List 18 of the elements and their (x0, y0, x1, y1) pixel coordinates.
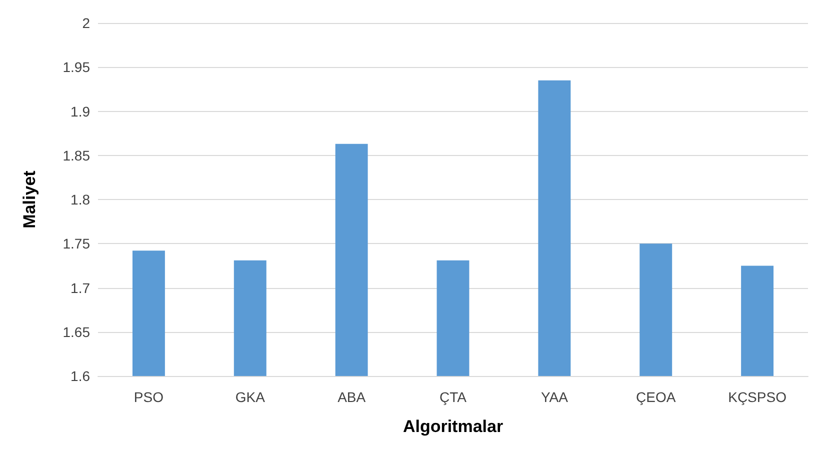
x-tick-label: ABA (338, 389, 366, 405)
y-tick-label: 1.95 (62, 59, 90, 76)
x-tick-label: ÇEOA (636, 389, 676, 405)
y-tick-label: 2 (82, 15, 90, 31)
y-tick-label: 1.8 (70, 192, 90, 208)
y-tick-label: 1.85 (62, 147, 90, 164)
x-tick-label: YAA (540, 389, 569, 405)
y-tick-label: 1.9 (70, 103, 90, 120)
y-tick-label: 1.7 (70, 280, 90, 296)
x-tick-label: PSO (134, 389, 164, 405)
y-tick-label: 1.75 (62, 236, 90, 252)
x-axis-title: Algoritmalar (402, 417, 504, 436)
x-tick-label: GKA (235, 389, 266, 405)
y-tick-label: 1.65 (62, 324, 90, 340)
x-tick-label: KÇSPSO (728, 389, 787, 405)
x-tick-label: ÇTA (440, 389, 468, 405)
y-axis-title: Maliyet (20, 170, 39, 228)
y-tick-label: 1.6 (70, 368, 90, 384)
